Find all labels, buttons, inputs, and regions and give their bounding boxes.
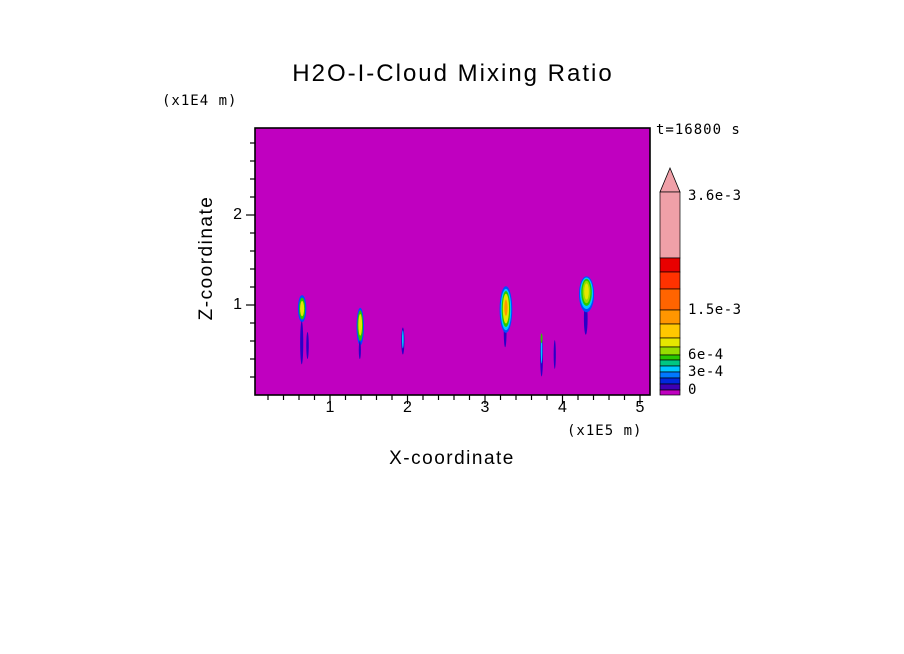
colorbar-tick-label: 6e-4 <box>688 347 724 363</box>
colorbar-segment <box>659 346 681 356</box>
y-tick-label: 2 <box>233 206 242 223</box>
colorbar-segment <box>659 191 681 259</box>
cloud-plume-part <box>358 341 361 359</box>
colorbar-segment <box>659 359 681 367</box>
x-tick-label: 3 <box>480 399 490 416</box>
cloud-plume-part <box>540 333 543 344</box>
colorbar-tick-label: 3.6e-3 <box>688 188 742 204</box>
plot-background <box>255 128 650 395</box>
colorbar-tick-label: 3e-4 <box>688 364 724 380</box>
y-axis-label: Z-coordinate <box>196 195 217 321</box>
colorbar-segment <box>659 377 681 385</box>
x-tick-label: 2 <box>403 399 412 416</box>
x-tick-label: 1 <box>325 399 335 416</box>
x-tick-label: 4 <box>558 399 567 416</box>
x-tick-label: 5 <box>635 399 645 416</box>
x-axis-units: (x1E5 m) <box>567 423 643 439</box>
colorbar-segment <box>659 257 681 273</box>
time-stamp: t=16800 s <box>656 122 741 138</box>
cloud-plume-part <box>300 300 305 317</box>
y-tick-label: 1 <box>233 296 242 313</box>
colorbar-segment <box>659 365 681 373</box>
colorbar-segment <box>659 383 681 391</box>
cloud-plume-part <box>540 336 543 364</box>
colorbar <box>659 166 681 396</box>
colorbar-tick-label: 0 <box>688 382 697 398</box>
colorbar-segment <box>659 309 681 325</box>
colorbar-arrow <box>659 166 681 193</box>
cloud-plume-part <box>358 314 363 336</box>
colorbar-segment <box>659 337 681 348</box>
cloud-plume-part <box>504 299 508 316</box>
plot-canvas <box>246 127 651 404</box>
cloud-plume-part <box>306 332 309 359</box>
colorbar-segment <box>659 389 681 396</box>
chart-title: H2O-I-Cloud Mixing Ratio <box>292 60 614 87</box>
x-axis-label: X-coordinate <box>389 448 515 469</box>
colorbar-segment <box>659 288 681 311</box>
colorbar-tick-label: 1.5e-3 <box>688 302 742 318</box>
colorbar-segment <box>659 271 681 290</box>
plot-border <box>254 127 651 396</box>
cloud-plume-part <box>401 330 404 349</box>
colorbar-segment <box>659 323 681 339</box>
colorbar-segment <box>659 371 681 379</box>
cloud-plume-part <box>300 321 304 365</box>
cloud-plume-part <box>584 283 589 300</box>
cloud-plume-part <box>553 340 556 369</box>
colorbar-segment <box>659 354 681 361</box>
y-axis-units: (x1E4 m) <box>162 93 238 109</box>
